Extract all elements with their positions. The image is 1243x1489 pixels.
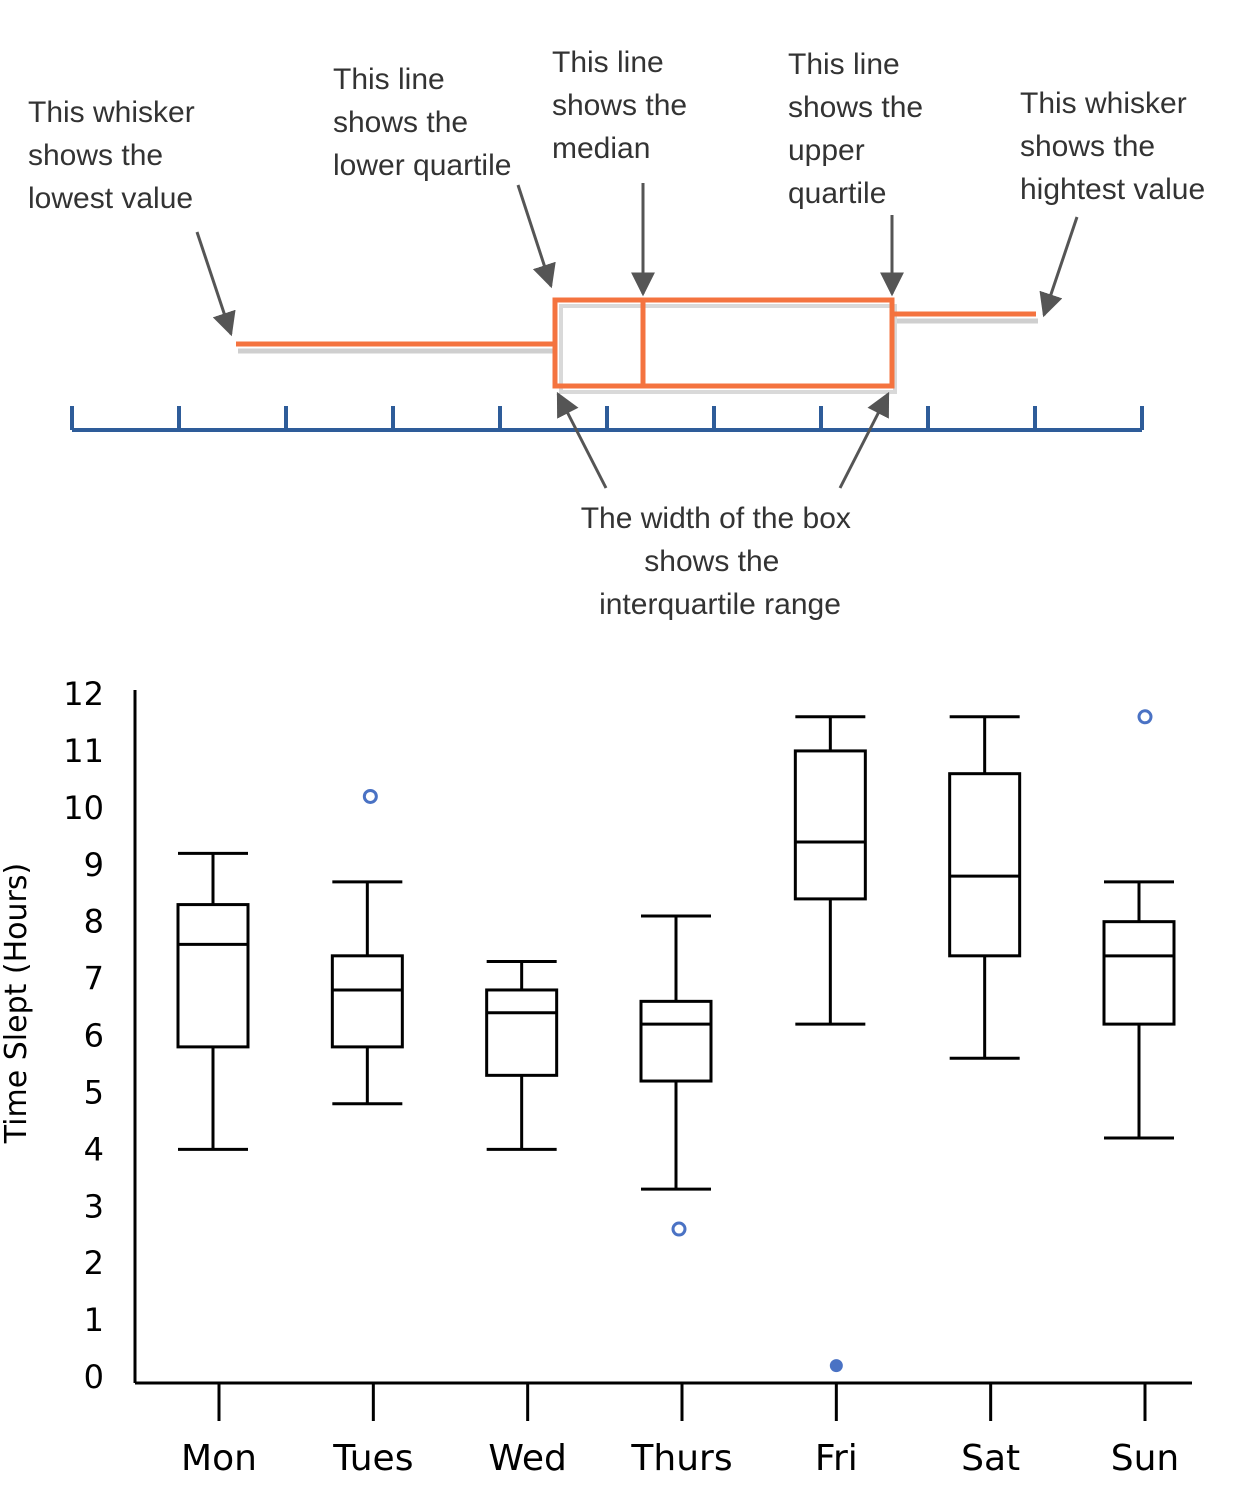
iqr-box <box>793 749 867 901</box>
box-tues <box>330 880 404 1106</box>
x-tick-label: Sun <box>1111 1438 1179 1479</box>
annotation-lowest: This whisker shows the lowest value <box>28 96 203 215</box>
x-tick-label: Wed <box>488 1438 567 1479</box>
annotation-lowest-line1: This whisker <box>28 96 195 129</box>
outlier-point <box>671 1221 687 1237</box>
annotation-uq-line1: This line <box>788 48 900 81</box>
arrow-highest <box>1039 216 1079 318</box>
explainer-box <box>552 297 895 389</box>
annotation-iqr: The width of the box shows the interquar… <box>581 502 860 621</box>
annotation-lq-line2: shows the <box>333 106 468 139</box>
explainer-arrows <box>195 183 1079 489</box>
annotation-highest-line3: hightest value <box>1020 173 1205 206</box>
box-sat <box>948 715 1022 1060</box>
annotation-lower-quartile: This line shows the lower quartile <box>333 63 511 182</box>
annotation-highest: This whisker shows the hightest value <box>1020 87 1205 206</box>
annotation-uq-line3: upper <box>788 134 865 167</box>
x-tick-label: Mon <box>181 1438 257 1479</box>
box-fri <box>793 715 867 1026</box>
y-tick-label: 0 <box>84 1358 104 1396</box>
y-tick-label: 12 <box>63 675 104 713</box>
iqr-box <box>948 772 1022 958</box>
arrow-iqr-left <box>556 391 608 489</box>
annotation-lowest-line3: lowest value <box>28 182 193 215</box>
x-tick-label: Fri <box>815 1438 858 1479</box>
annotation-uq-line4: quartile <box>788 177 886 210</box>
iqr-box <box>1102 920 1176 1026</box>
box-sun <box>1102 880 1176 1140</box>
annotation-iqr-line2: shows the <box>644 545 779 578</box>
annotation-lowest-line2: shows the <box>28 139 163 172</box>
y-tick-label: 11 <box>63 732 104 770</box>
y-tick-label: 2 <box>84 1244 104 1282</box>
box-thurs <box>639 914 713 1191</box>
chart-axes <box>133 690 1192 1421</box>
box-mon <box>176 851 250 1151</box>
chart-outliers <box>362 709 1153 1373</box>
outlier-point <box>362 788 378 804</box>
x-tick-label: Tues <box>332 1438 413 1479</box>
y-tick-label: 4 <box>84 1130 104 1168</box>
y-tick-label: 6 <box>84 1017 104 1055</box>
y-tick-label: 9 <box>84 846 104 884</box>
box-shadow <box>559 304 897 394</box>
annotation-median-line2: shows the <box>552 89 687 122</box>
annotation-median: This line shows the median <box>552 46 695 165</box>
y-tick-label: 5 <box>84 1073 104 1111</box>
chart-boxes <box>176 715 1176 1191</box>
annotation-highest-line2: shows the <box>1020 130 1155 163</box>
outlier-point <box>829 1359 843 1373</box>
y-tick-label: 10 <box>63 789 104 827</box>
y-tick-label: 8 <box>84 903 104 941</box>
arrow-iqr-right <box>838 391 890 489</box>
x-category-labels: Mon Tues Wed Thurs Fri Sat Sun <box>181 1438 1179 1479</box>
x-tick-label: Sat <box>961 1438 1020 1479</box>
y-tick-label: 7 <box>84 960 104 998</box>
boxplot-explainer-diagram: This whisker shows the lowest value This… <box>28 46 1205 621</box>
iqr-box <box>485 988 559 1077</box>
annotation-lq-line1: This line <box>333 63 445 96</box>
box-wed <box>485 960 559 1151</box>
annotation-median-line1: This line <box>552 46 664 79</box>
number-line-ticks <box>70 406 1144 430</box>
annotation-iqr-line3: interquartile range <box>599 588 841 621</box>
arrow-lower-quartile <box>516 184 556 289</box>
annotation-lq-line3: lower quartile <box>333 149 511 182</box>
annotation-uq-line2: shows the <box>788 91 923 124</box>
arrow-lowest <box>195 231 236 337</box>
x-tick-label: Thurs <box>630 1438 732 1479</box>
annotation-iqr-line1: The width of the box <box>581 502 851 535</box>
number-line <box>70 406 1144 432</box>
annotation-median-line3: median <box>552 132 650 165</box>
iqr-box <box>639 999 713 1083</box>
outlier-point <box>1137 709 1153 725</box>
y-tick-label: 1 <box>84 1301 104 1339</box>
y-axis-title: Time Slept (Hours) <box>0 863 34 1144</box>
y-tick-label: 3 <box>84 1187 104 1225</box>
annotation-upper-quartile: This line shows the upper quartile <box>788 48 931 210</box>
explainer-boxplot <box>236 297 1036 389</box>
iqr-box <box>330 954 404 1049</box>
explainer-shadows <box>238 304 1038 394</box>
annotation-highest-line1: This whisker <box>1020 87 1187 120</box>
iqr-box <box>176 903 250 1049</box>
